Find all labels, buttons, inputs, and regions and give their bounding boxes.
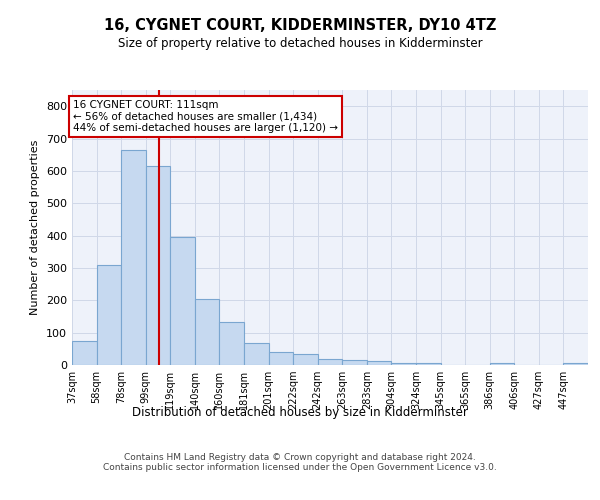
Bar [146,166,170,365]
Bar [220,322,244,365]
Bar [367,362,391,365]
Bar [293,354,318,365]
Bar [342,360,367,365]
Bar [416,363,440,365]
Bar [269,352,293,365]
Text: 16 CYGNET COURT: 111sqm
← 56% of detached houses are smaller (1,434)
44% of semi: 16 CYGNET COURT: 111sqm ← 56% of detache… [73,100,338,133]
Bar [318,358,342,365]
Bar [195,300,220,365]
Bar [563,363,588,365]
Text: Contains HM Land Registry data © Crown copyright and database right 2024.
Contai: Contains HM Land Registry data © Crown c… [103,453,497,472]
Text: 16, CYGNET COURT, KIDDERMINSTER, DY10 4TZ: 16, CYGNET COURT, KIDDERMINSTER, DY10 4T… [104,18,496,32]
Bar [244,343,269,365]
Bar [170,236,195,365]
Bar [121,150,146,365]
Text: Size of property relative to detached houses in Kidderminster: Size of property relative to detached ho… [118,38,482,51]
Text: Distribution of detached houses by size in Kidderminster: Distribution of detached houses by size … [132,406,468,419]
Bar [97,264,121,365]
Bar [490,363,514,365]
Y-axis label: Number of detached properties: Number of detached properties [31,140,40,315]
Bar [391,363,416,365]
Bar [72,340,97,365]
